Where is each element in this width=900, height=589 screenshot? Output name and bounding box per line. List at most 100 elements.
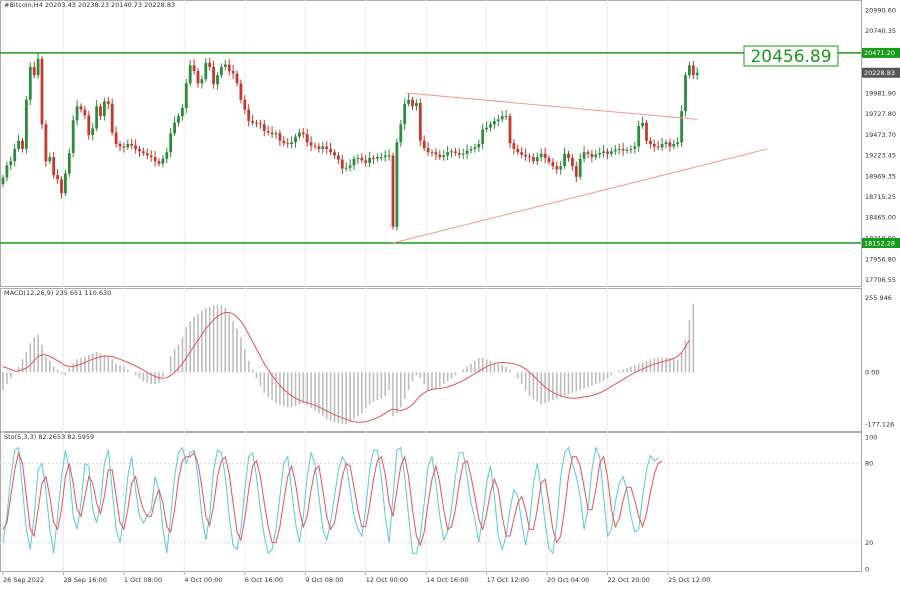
candle: [469, 148, 473, 151]
price-panel: [0, 0, 862, 287]
candle: [9, 161, 13, 166]
candle: [442, 155, 446, 158]
candle: [379, 157, 383, 159]
candle: [196, 71, 200, 84]
candle: [399, 124, 403, 143]
candle: [633, 146, 637, 149]
x-tick-label: 28 Sep 16:00: [63, 576, 106, 584]
candle: [450, 151, 453, 153]
y-tick-label: 17956.80: [865, 255, 896, 263]
candle: [262, 124, 266, 131]
grid: [2, 0, 669, 572]
candle: [153, 157, 157, 162]
candle: [477, 144, 481, 148]
candle: [149, 155, 153, 158]
candle: [142, 151, 145, 154]
axes: 20990.60 20740.35 20471.20 20228.83 19981.90…: [2, 7, 900, 584]
x-tick-label: 9 Oct 08:00: [305, 576, 343, 584]
candle: [235, 73, 239, 84]
price-tag-bg: [862, 238, 900, 249]
candle: [247, 109, 251, 122]
candle: [512, 143, 516, 149]
candle: [95, 106, 98, 129]
candle: [543, 153, 547, 158]
candle: [321, 146, 325, 149]
candle: [372, 157, 375, 159]
candle: [270, 132, 274, 135]
levels: [0, 52, 861, 244]
macd-tick-label: -177.126: [865, 421, 894, 429]
y-tick-label: 20228.83: [864, 69, 895, 77]
x-tick-label: 6 Oct 16:00: [245, 576, 283, 584]
candle: [376, 157, 379, 159]
y-tick-label: 19473.70: [865, 131, 896, 139]
candle: [216, 75, 219, 85]
candle: [126, 144, 130, 148]
x-tick-label: 25 Oct 12:00: [668, 576, 710, 584]
candle: [528, 156, 531, 158]
candle: [574, 166, 578, 177]
candle: [177, 116, 180, 123]
candle: [668, 142, 672, 147]
candle: [493, 121, 496, 125]
candle: [563, 153, 566, 167]
candle: [239, 83, 243, 100]
candle: [208, 62, 212, 67]
candle: [91, 128, 95, 135]
candle: [676, 142, 680, 144]
candle: [40, 58, 44, 125]
candle: [465, 150, 469, 154]
candle: [301, 132, 305, 135]
candle: [656, 146, 660, 148]
price-header: #Bitcoin,H4 20203.43 20238.23 20140.73 2…: [4, 1, 175, 9]
candle: [567, 153, 570, 158]
candle: [337, 155, 340, 160]
y-tick-label: 18969.35: [865, 172, 896, 180]
stoch-header: Sto(5,3,3) 82.2653 82.5959: [4, 433, 94, 441]
candle: [157, 161, 161, 164]
candle: [613, 149, 617, 152]
candle: [641, 122, 644, 126]
candle: [411, 99, 414, 107]
price-series: [1, 52, 699, 231]
candle: [422, 140, 426, 149]
candle: [122, 146, 126, 148]
stoch-tick-label: 100: [865, 433, 877, 441]
candle: [418, 103, 422, 141]
candle: [520, 152, 524, 155]
candle: [278, 133, 282, 141]
candle: [649, 140, 652, 144]
candle: [532, 157, 535, 162]
price-tag-bg: [862, 47, 900, 58]
candle: [83, 109, 87, 116]
candle: [48, 157, 52, 162]
candle: [680, 111, 683, 143]
candle: [438, 154, 442, 158]
candle: [344, 167, 348, 169]
macd-tick-label: 0.00: [865, 369, 879, 377]
macd-series: [2, 303, 695, 425]
candle: [329, 148, 332, 153]
candle: [496, 119, 500, 122]
candle: [231, 71, 235, 74]
candle: [110, 103, 114, 133]
candle: [313, 145, 317, 147]
candle: [266, 130, 270, 133]
price-tag-bg: [862, 67, 900, 78]
x-tick-label: 17 Oct 12:00: [487, 576, 529, 584]
macd-panel: [0, 288, 862, 432]
candle: [407, 99, 410, 104]
candle: [56, 175, 59, 180]
stoch-tick-label: 0: [865, 565, 869, 573]
candle: [21, 140, 24, 149]
candle: [594, 154, 598, 158]
candle: [1, 177, 5, 185]
candle: [282, 140, 286, 144]
candle: [317, 146, 321, 149]
candle: [223, 64, 227, 67]
candle: [138, 148, 141, 152]
y-tick-label: 20990.60: [865, 7, 896, 15]
trend-line: [392, 148, 768, 244]
candle: [590, 153, 594, 158]
candle: [555, 166, 559, 170]
